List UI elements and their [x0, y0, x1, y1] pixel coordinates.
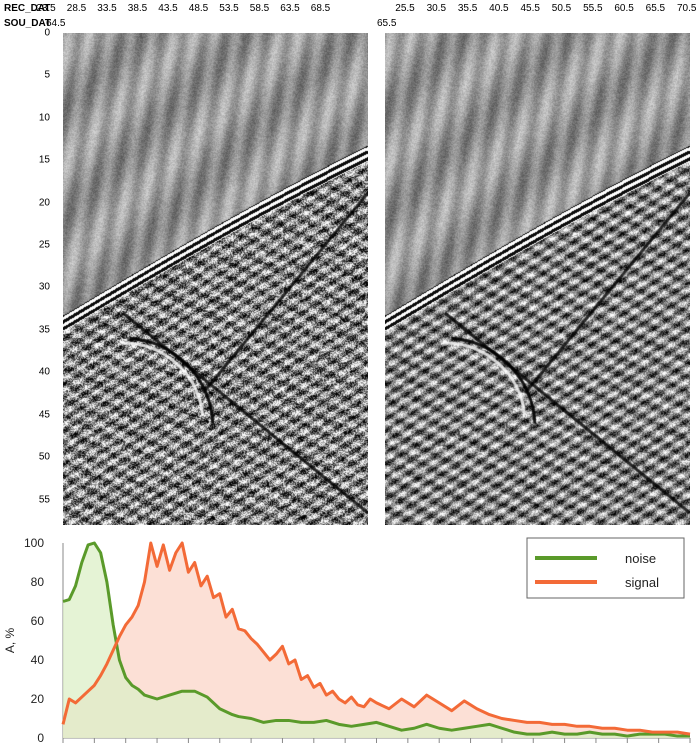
rec-tick-label: 38.5 [127, 3, 148, 14]
depth-tick-label: 25 [38, 239, 50, 251]
rec-tick-label: 28.5 [66, 3, 87, 14]
legend-label-signal: signal [625, 575, 659, 590]
series-line-signal [61, 541, 691, 736]
depth-tick-label: 15 [38, 154, 50, 166]
rec-tick-label: 63.5 [280, 3, 300, 14]
rec-tick-label: 68.5 [310, 3, 331, 14]
series-area-noise [63, 543, 690, 738]
rec-tick-label: 60.5 [614, 3, 634, 14]
sou-label: SOU_DAT [4, 18, 52, 29]
depth-tick-label: 50 [38, 451, 50, 463]
depth-tick-label: 10 [38, 112, 50, 124]
legend-label-noise: noise [625, 551, 656, 566]
rec-tick-label: 65.5 [645, 3, 666, 14]
amplitude-spectrum-chart: A, % 0 20 40 60 80 100 noise signal [3, 536, 691, 744]
rec-tick-label: 53.5 [219, 3, 239, 14]
y-tick-label: 60 [31, 614, 45, 628]
seismic-panel-before [63, 33, 368, 525]
y-tick-label: 40 [31, 653, 45, 667]
y-tick-label: 80 [31, 575, 45, 589]
rec-tick-label: 35.5 [457, 3, 478, 14]
y-tick-label: 100 [24, 536, 44, 550]
y-tick-label: 0 [37, 731, 44, 744]
y-axis-label: A, % [3, 628, 17, 654]
series-line-noise [62, 541, 690, 738]
sou-value-left: 64.5 [46, 18, 66, 29]
legend-box [526, 537, 685, 599]
rec-tick-label: 55.5 [583, 3, 603, 14]
depth-tick-label: 5 [44, 69, 50, 81]
depth-tick-label: 35 [38, 324, 50, 336]
rec-tick-label: 45.5 [520, 3, 540, 14]
rec-tick-label: 33.5 [97, 3, 117, 14]
rec-tick-label: 70.5 [676, 3, 697, 14]
rec-label: REC_DAT [4, 3, 51, 14]
rec-tick-label: 48.5 [188, 3, 209, 14]
sou-value-right: 65.5 [377, 18, 397, 29]
depth-tick-label: 30 [38, 281, 50, 293]
rec-tick-label: 58.5 [249, 3, 270, 14]
rec-tick-label: 40.5 [489, 3, 509, 14]
rec-tick-label: 23.5 [36, 3, 56, 14]
depth-tick-label: 45 [38, 409, 50, 421]
depth-tick-label: 20 [38, 197, 50, 209]
y-tick-label: 20 [31, 692, 45, 706]
depth-tick-label: 0 [44, 27, 50, 39]
depth-tick-label: 40 [38, 366, 50, 378]
series-area-signal [63, 543, 690, 738]
depth-tick-label: 55 [38, 494, 50, 506]
rec-tick-label: 50.5 [551, 3, 572, 14]
seismic-panel-after [385, 33, 690, 525]
rec-tick-label: 25.5 [395, 3, 415, 14]
rec-tick-label: 43.5 [158, 3, 178, 14]
rec-tick-label: 30.5 [426, 3, 447, 14]
